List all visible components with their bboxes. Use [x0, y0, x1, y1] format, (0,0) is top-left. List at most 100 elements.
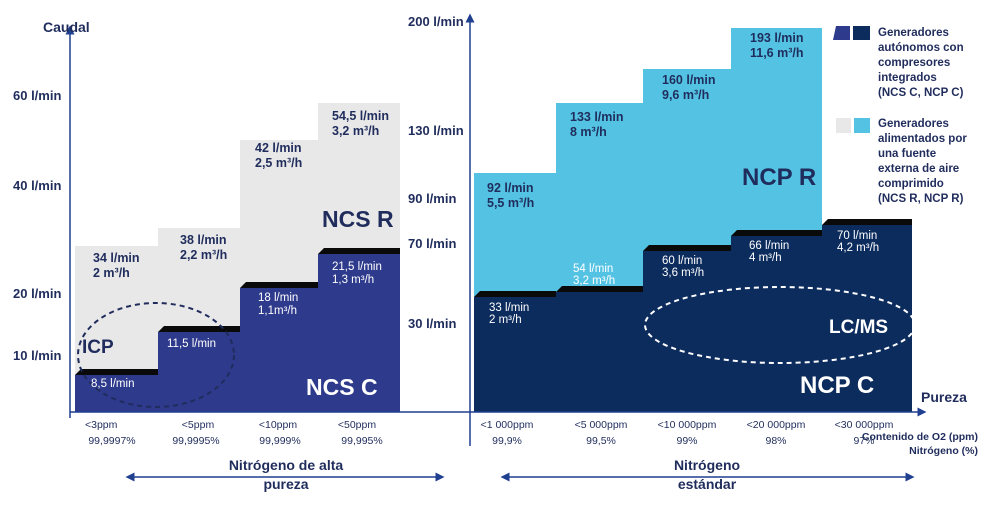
ncp-c-bar: [474, 297, 556, 412]
x-tick-label-n2: 99,9997%: [88, 435, 135, 447]
legend-swatch-ncp-c: [853, 26, 870, 40]
x-tick-label-n2: 99,9%: [492, 435, 522, 447]
x-tick-label-n2: 99%: [676, 435, 697, 447]
step-edge: [474, 291, 556, 297]
x-tick-label: <3ppm: [85, 419, 118, 431]
x-tick-label-n2: 98%: [765, 435, 786, 447]
data-label: 3,2 m³/h: [573, 275, 615, 287]
x-tick-label: <20 000ppm: [747, 419, 806, 431]
ncs-c-bar: [75, 375, 158, 412]
lcms-ellipse: [644, 286, 916, 364]
data-label: 66 l/min: [749, 240, 789, 252]
data-label: 92 l/min: [487, 181, 534, 195]
x-tick-label-n2: 99,5%: [586, 435, 616, 447]
data-label: 8,5 l/min: [91, 378, 134, 390]
x-tick-label: <1 000ppm: [481, 419, 534, 431]
y-tick-label: 130 l/min: [408, 123, 464, 138]
legend-integrated-text: (NCS C, NCP C): [878, 87, 964, 99]
ncs-c-bar: [318, 254, 400, 412]
legend-integrated-text: Generadores: [878, 27, 949, 39]
data-label: 3,6 m³/h: [662, 267, 704, 279]
data-label: 70 l/min: [837, 230, 877, 242]
step-edge: [318, 248, 400, 254]
y-tick-label: 70 l/min: [408, 236, 456, 251]
legend-external-text: (NCS R, NCP R): [878, 193, 964, 205]
x-tick-label-n2: 99,999%: [259, 435, 300, 447]
ncp-c-bar: [643, 251, 731, 412]
data-label: 2 m³/h: [489, 314, 522, 326]
ncs-c-label: NCS C: [306, 374, 378, 400]
row-header-o2: Contenido de O2 (ppm): [862, 431, 978, 443]
data-label: 21,5 l/min: [332, 261, 382, 273]
data-label: 193 l/min: [750, 31, 804, 45]
lcms-label: LC/MS: [829, 317, 888, 338]
data-label: 4,2 m³/h: [837, 242, 879, 254]
x-tick-label: <5ppm: [182, 419, 215, 431]
data-label: 42 l/min: [255, 141, 302, 155]
legend-external-text: alimentados por: [878, 133, 967, 145]
y-tick-label: 20 l/min: [13, 286, 61, 301]
y-tick-label: 60 l/min: [13, 88, 61, 103]
data-label: 60 l/min: [662, 255, 702, 267]
x-tick-label-n2: 99,995%: [341, 435, 382, 447]
step-edge: [240, 282, 318, 288]
step-edge: [731, 230, 822, 236]
data-label: 11,6 m³/h: [750, 46, 804, 60]
data-label: 4 m³/h: [749, 252, 782, 264]
ncp-c-bar: [731, 236, 822, 412]
data-label: 133 l/min: [570, 110, 624, 124]
data-label: 1,3 m³/h: [332, 274, 374, 286]
step-edge: [556, 286, 643, 292]
legend-integrated-text: integrados: [878, 72, 937, 84]
ncp-r-label: NCP R: [742, 164, 816, 191]
x-tick-label: <5 000ppm: [575, 419, 628, 431]
y-tick-label: 200 l/min: [408, 14, 464, 29]
x-tick-label: <10ppm: [259, 419, 297, 431]
x-axis-title: Pureza: [921, 389, 967, 405]
data-label: 2,5 m³/h: [255, 156, 302, 170]
ncp-c-bar: [822, 225, 912, 412]
data-label: 3,2 m³/h: [332, 124, 379, 138]
y-tick-label: 30 l/min: [408, 316, 456, 331]
ncs-r-label: NCS R: [322, 206, 394, 232]
step-edge: [158, 326, 240, 332]
y-tick-label: 40 l/min: [13, 178, 61, 193]
x-tick-label: <10 000ppm: [658, 419, 717, 431]
data-label: 11,5 l/min: [167, 338, 216, 350]
legend-swatch-ncs-r: [836, 118, 851, 133]
x-tick-label-n2: 99,9995%: [172, 435, 219, 447]
icp-label: ICP: [82, 337, 114, 358]
legend-swatch-ncp-r: [854, 118, 870, 133]
data-label: 38 l/min: [180, 233, 227, 247]
x-tick-label: <30 000ppm: [835, 419, 894, 431]
data-label: 54 l/min: [573, 263, 613, 275]
data-label: 160 l/min: [662, 73, 716, 87]
step-edge: [75, 369, 158, 375]
data-label: 5,5 m³/h: [487, 196, 534, 210]
ncp-c-label: NCP C: [800, 372, 874, 399]
y-tick-label: 10 l/min: [13, 348, 61, 363]
legend-swatch-ncs-c: [833, 26, 850, 40]
data-label: 2 m³/h: [93, 266, 130, 280]
legend-integrated-text: autónomos con: [878, 42, 964, 54]
step-edge: [643, 245, 731, 251]
data-label: 1,1m³/h: [258, 305, 297, 317]
icp-ellipse: [77, 302, 235, 408]
legend-integrated-text: compresores: [878, 57, 950, 69]
x-tick-label-n2: 97%: [853, 435, 874, 447]
ncp-c-bar: [556, 292, 643, 412]
legend-external-text: comprimido: [878, 178, 944, 190]
high-purity-label: Nitrógeno de alta: [229, 457, 344, 473]
standard-label: estándar: [678, 476, 737, 492]
legend-external-text: Generadores: [878, 118, 949, 130]
standard-label: Nitrógeno: [674, 457, 740, 473]
x-tick-label: <50ppm: [338, 419, 376, 431]
step-edge: [822, 219, 912, 225]
row-header-n2: Nitrógeno (%): [909, 445, 978, 457]
data-label: 2,2 m³/h: [180, 248, 227, 262]
data-label: 34 l/min: [93, 251, 140, 265]
data-label: 8 m³/h: [570, 125, 607, 139]
legend-external-text: externa de aire: [878, 163, 959, 175]
